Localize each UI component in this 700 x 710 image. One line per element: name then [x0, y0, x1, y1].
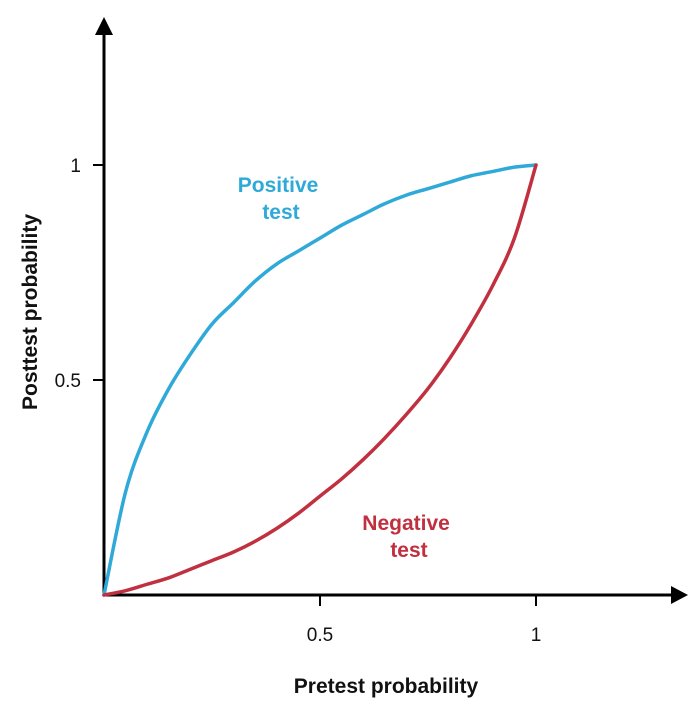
- x-tick-label: 1: [531, 625, 542, 646]
- y-axis-title: Posttest probability: [19, 214, 42, 410]
- y-tick-label: 0.5: [55, 371, 81, 392]
- x-tick-label: 0.5: [307, 625, 333, 646]
- y-tick-label: 1: [70, 156, 81, 177]
- y-ticks: 0.51: [55, 156, 104, 392]
- series-layer: [102, 163, 538, 597]
- series-label-positive: Positive test: [238, 174, 324, 224]
- x-axis-arrow-icon: [671, 586, 688, 604]
- series-label-positive-line-2: test: [262, 201, 299, 224]
- series-label-negative: Negative test: [362, 512, 455, 562]
- series-label-negative-line-2: test: [390, 539, 427, 562]
- y-axis-arrow-icon: [95, 17, 113, 35]
- x-axis-title: Pretest probability: [294, 675, 479, 698]
- x-ticks: 0.5 1: [307, 595, 542, 646]
- series-label-positive-line-1: Positive: [238, 174, 319, 197]
- series-label-negative-line-1: Negative: [362, 512, 450, 535]
- negative-test-line: [102, 163, 538, 597]
- axes: [95, 17, 688, 604]
- positive-test-line: [102, 163, 538, 597]
